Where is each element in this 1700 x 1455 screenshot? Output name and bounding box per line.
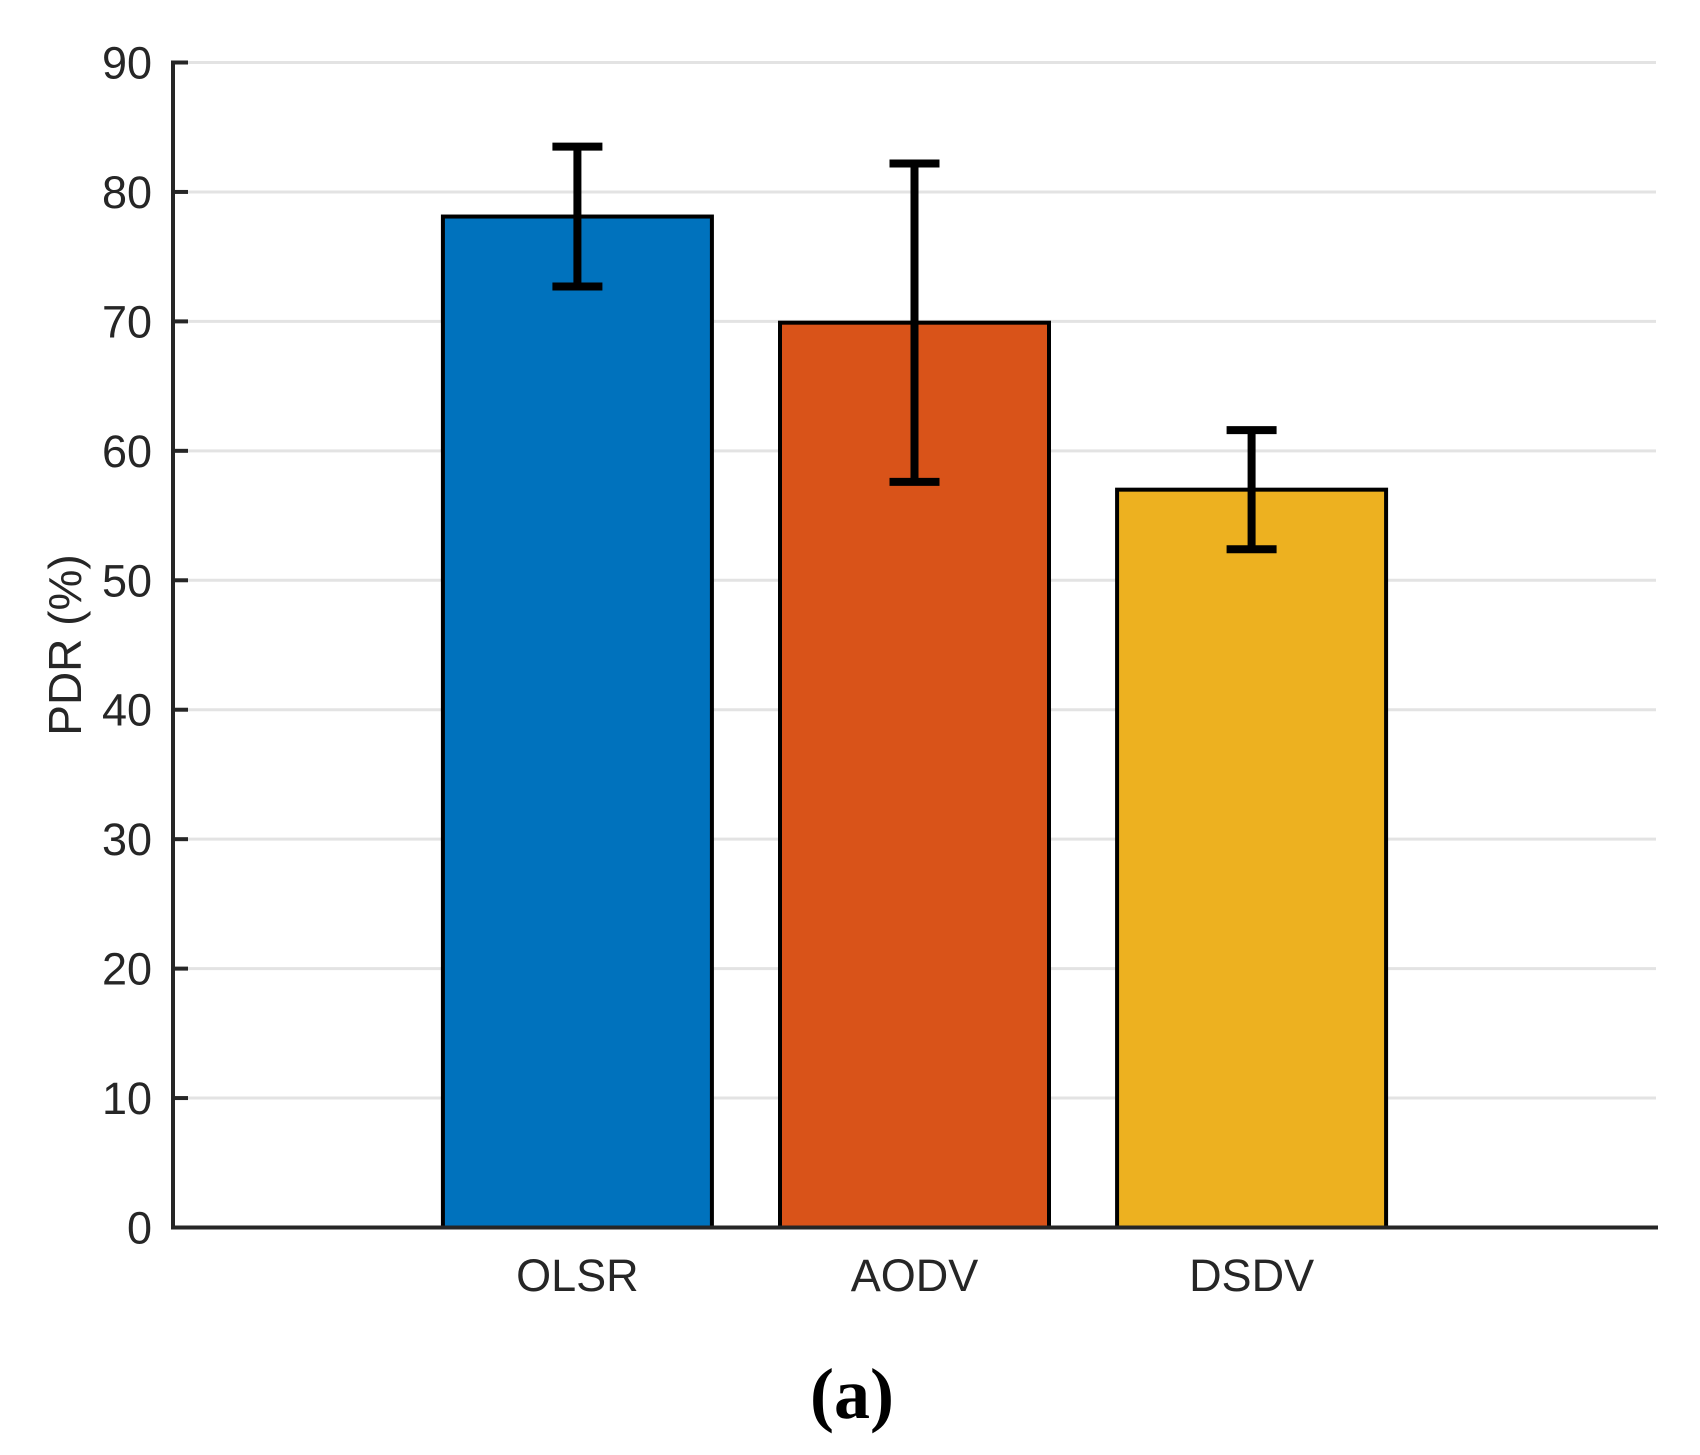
y-axis-label: PDR (%) (39, 554, 91, 736)
bar-olsr (440, 214, 714, 1230)
y-tick-label-0: 0 (127, 1203, 152, 1254)
y-tick-label-60: 60 (102, 426, 152, 477)
bar-dsdv (1115, 487, 1389, 1230)
y-tick-label-70: 70 (102, 296, 152, 347)
y-tick-label-80: 80 (102, 167, 152, 218)
x-tick-label-aodv: AODV (851, 1250, 979, 1301)
y-tick-label-20: 20 (102, 944, 152, 995)
y-tick-label-50: 50 (102, 555, 152, 606)
x-tick-label-olsr: OLSR (516, 1250, 639, 1301)
y-tick-label-90: 90 (102, 38, 152, 89)
y-tick-label-40: 40 (102, 685, 152, 736)
x-tick-label-dsdv: DSDV (1189, 1250, 1314, 1301)
figure-caption: (a) (810, 1354, 894, 1434)
y-tick-label-30: 30 (102, 814, 152, 865)
y-tick-label-10: 10 (102, 1073, 152, 1124)
